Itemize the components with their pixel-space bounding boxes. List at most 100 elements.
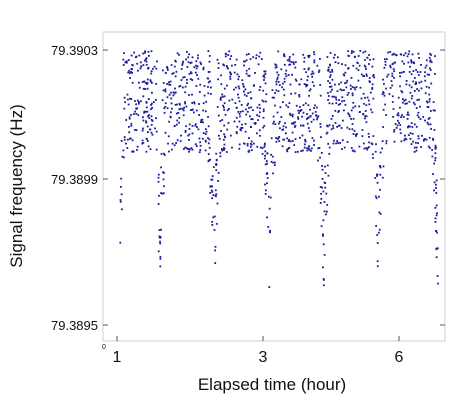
- data-point: [332, 124, 334, 127]
- data-point: [338, 83, 340, 86]
- data-point: [191, 108, 194, 111]
- data-point: [351, 50, 353, 52]
- data-point: [394, 53, 397, 56]
- data-point: [403, 54, 405, 57]
- data-point: [176, 103, 178, 106]
- data-point: [166, 69, 169, 71]
- data-point: [394, 123, 397, 125]
- data-point: [215, 164, 218, 166]
- data-point: [379, 173, 382, 176]
- data-point: [423, 138, 425, 141]
- data-point: [413, 123, 416, 126]
- data-point: [162, 192, 165, 195]
- data-point: [276, 111, 279, 114]
- data-point: [266, 182, 268, 185]
- data-point: [303, 56, 306, 59]
- data-point: [331, 95, 334, 98]
- data-point: [282, 82, 284, 85]
- data-point: [172, 72, 175, 74]
- data-point: [291, 115, 294, 118]
- data-point: [201, 118, 204, 121]
- data-point: [365, 115, 368, 118]
- data-point: [207, 153, 210, 155]
- data-point: [372, 75, 374, 77]
- data-point: [379, 188, 381, 191]
- data-point: [130, 124, 133, 127]
- data-point: [331, 115, 334, 117]
- data-point: [419, 105, 421, 108]
- data-point: [326, 131, 329, 134]
- data-point: [416, 114, 419, 117]
- data-point: [256, 132, 258, 135]
- data-point: [353, 150, 356, 153]
- data-point: [191, 93, 193, 96]
- data-point: [319, 186, 322, 188]
- data-point: [279, 106, 282, 109]
- data-point: [271, 155, 274, 158]
- data-point: [184, 85, 187, 88]
- data-point: [136, 149, 138, 151]
- data-point: [344, 103, 347, 106]
- data-point: [293, 144, 296, 146]
- data-point: [412, 80, 415, 83]
- data-point: [122, 58, 125, 61]
- data-point: [211, 197, 213, 200]
- data-point: [436, 212, 438, 215]
- data-point: [179, 140, 182, 143]
- data-point: [327, 95, 330, 97]
- data-point: [130, 98, 133, 100]
- data-point: [191, 125, 194, 127]
- data-point: [290, 61, 293, 63]
- data-point: [265, 160, 268, 162]
- data-point: [383, 66, 386, 69]
- data-point: [219, 155, 222, 158]
- data-point: [277, 122, 280, 125]
- data-point: [242, 83, 244, 85]
- data-point: [291, 73, 293, 76]
- data-point: [184, 101, 186, 103]
- data-point: [340, 81, 343, 84]
- data-point: [343, 74, 346, 77]
- data-point: [142, 87, 145, 90]
- data-point: [328, 153, 331, 155]
- data-point: [385, 140, 388, 142]
- data-point: [173, 144, 176, 147]
- data-point: [391, 53, 394, 56]
- data-point: [276, 76, 279, 79]
- data-point: [180, 79, 183, 81]
- data-point: [310, 120, 313, 123]
- data-point: [239, 110, 242, 113]
- data-point: [162, 82, 165, 84]
- x-tick-label: 3: [259, 349, 268, 366]
- data-point: [298, 83, 301, 86]
- data-point: [424, 92, 427, 95]
- data-point: [207, 137, 209, 139]
- data-point: [186, 66, 189, 68]
- data-point: [303, 68, 306, 70]
- data-point: [320, 225, 323, 228]
- data-point: [436, 247, 439, 250]
- data-point: [221, 93, 224, 96]
- data-point: [253, 142, 255, 145]
- data-point: [362, 75, 365, 77]
- data-point: [150, 72, 153, 75]
- data-point: [321, 168, 324, 171]
- data-point: [303, 83, 306, 85]
- data-point: [418, 98, 420, 101]
- data-point: [141, 129, 144, 132]
- data-point: [431, 155, 434, 158]
- data-point: [151, 81, 153, 84]
- y-axis-title: Signal frequency (Hz): [7, 104, 26, 267]
- data-point: [405, 138, 408, 141]
- data-point: [152, 101, 155, 103]
- data-point: [203, 94, 206, 97]
- data-point: [299, 110, 301, 112]
- data-point: [184, 102, 187, 105]
- data-point: [429, 60, 431, 63]
- data-point: [150, 118, 153, 121]
- data-point: [197, 57, 199, 60]
- data-point: [270, 160, 273, 163]
- data-point: [119, 241, 122, 244]
- data-point: [189, 148, 191, 151]
- data-point: [241, 79, 244, 82]
